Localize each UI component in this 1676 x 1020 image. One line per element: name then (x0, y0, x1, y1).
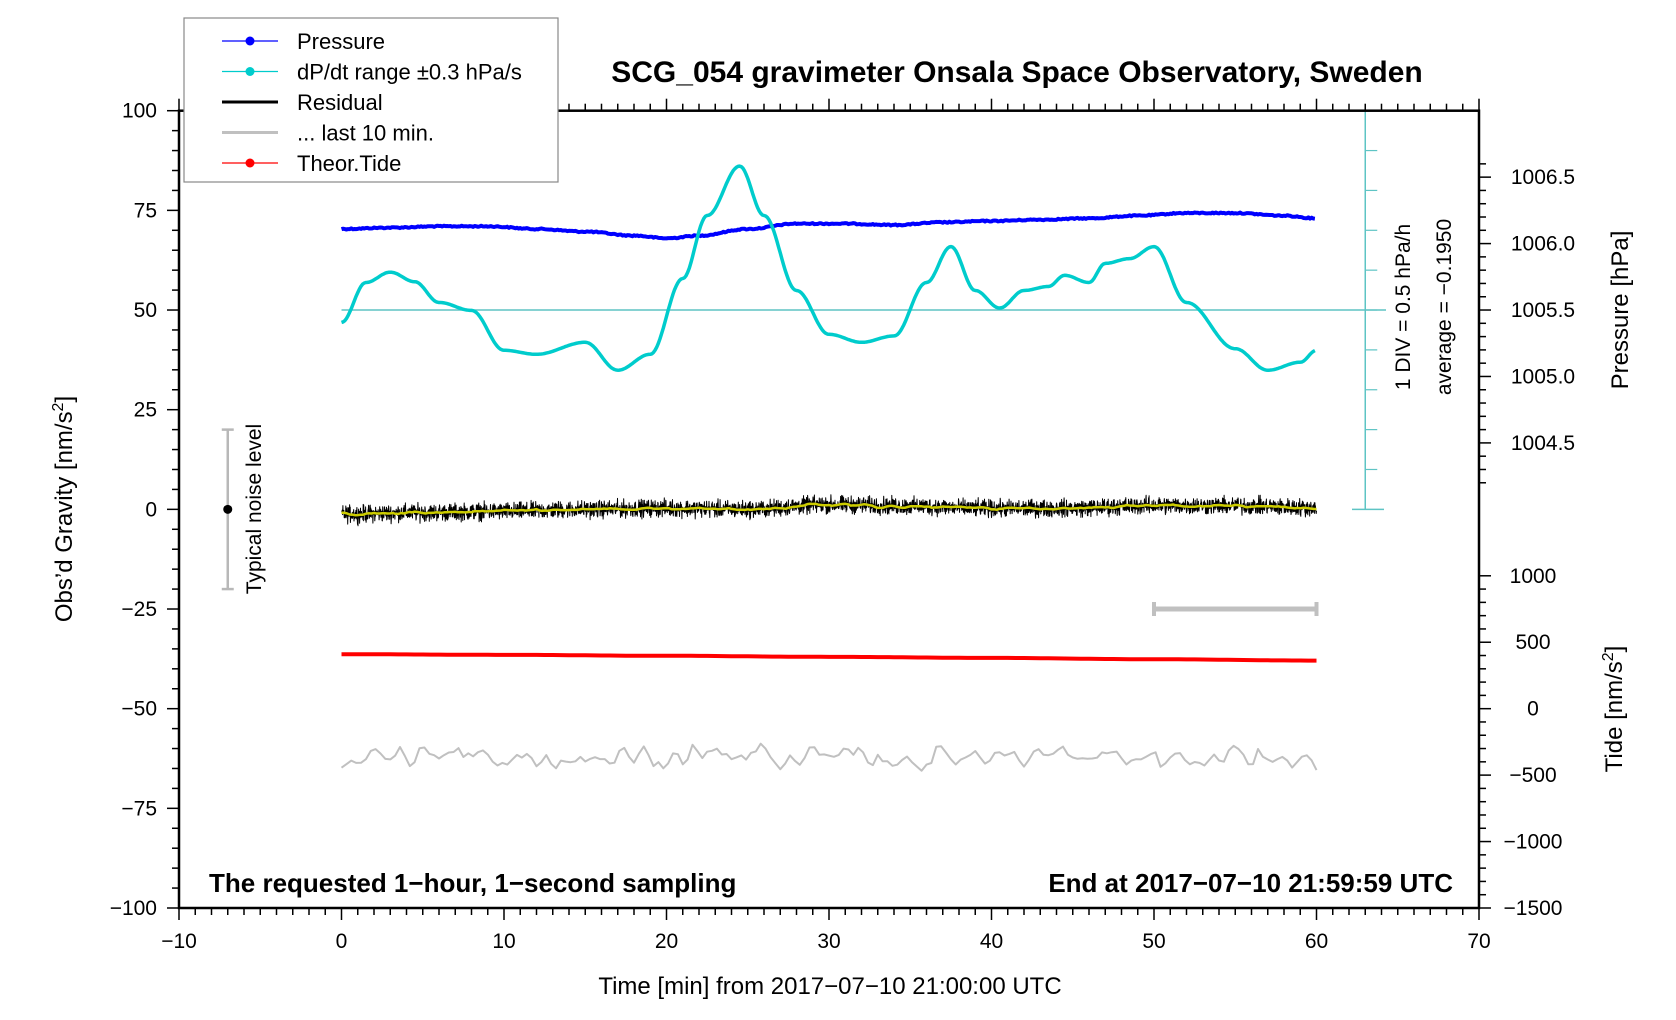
y-tick-label: 25 (134, 399, 157, 422)
y-tick-label: 0 (145, 498, 157, 521)
noise-bar-center-dot (223, 504, 233, 514)
plot-frame (177, 109, 1481, 910)
tide-tick-label: 0 (1527, 698, 1539, 721)
y-tick-label: 75 (134, 199, 157, 222)
y-tick-label: −25 (121, 598, 157, 621)
chart-title: SCG_054 gravimeter Onsala Space Observat… (611, 56, 1423, 89)
y-tick-label: 100 (122, 100, 157, 123)
legend-label: ... last 10 min. (297, 121, 434, 146)
x-tick-label: −10 (161, 930, 197, 953)
sampling-note: The requested 1−hour, 1−second sampling (209, 868, 736, 898)
y-tick-label: −100 (110, 897, 157, 920)
tide-axis-label: Tide [nm/s2] (1600, 646, 1628, 773)
tide-tick-label: 1000 (1510, 565, 1557, 588)
pressure-tick-label: 1005.0 (1511, 365, 1575, 388)
legend-label: Residual (297, 90, 383, 115)
x-tick-label: 30 (817, 930, 840, 953)
pressure-tick-label: 1006.5 (1511, 166, 1575, 189)
pressure-tick-label: 1006.0 (1511, 233, 1575, 256)
tide-tick-label: 500 (1515, 631, 1550, 654)
y-tick-label: −50 (121, 698, 157, 721)
average-note: average = −0.1950 (1433, 219, 1456, 395)
last-10-min-line (340, 742, 1318, 772)
legend: Pressure dP/dt range ±0.3 hPa/s Residual..… (183, 17, 559, 183)
tide-tick-label: −1500 (1504, 897, 1563, 920)
x-tick-label: 0 (336, 930, 348, 953)
pressure-tick-label: 1005.5 (1511, 299, 1575, 322)
legend-swatch-marker (245, 36, 255, 46)
pressure-axis-label: Pressure [hPa] (1607, 231, 1634, 390)
legend-swatch-marker (245, 67, 255, 76)
x-tick-label: 50 (1142, 930, 1165, 953)
pressure-tick-label: 1004.5 (1511, 432, 1575, 455)
legend-label: dP/dt range ±0.3 hPa/s (297, 60, 522, 85)
y-tick-label: −75 (121, 797, 157, 820)
x-tick-label: 60 (1305, 930, 1328, 953)
end-time-note: End at 2017−07−10 21:59:59 UTC (1048, 868, 1453, 898)
y-axis-label: Obs’d Gravity [nm/s2] (50, 396, 78, 622)
dpdt-line (340, 164, 1316, 372)
x-tick-label: 70 (1467, 930, 1490, 953)
tide-tick-label: −1000 (1504, 831, 1563, 854)
axis-ticks: −10 0 10 20 30 40 50 60 701007550250−25−50−75−10… (110, 98, 1575, 953)
residual-smoothed-line (341, 502, 1317, 517)
noise-level-label: Typical noise level (243, 424, 266, 594)
series-layer (221, 109, 1386, 772)
legend-swatch-marker (245, 158, 255, 168)
legend-label: Theor.Tide (297, 151, 401, 176)
tide-tick-label: −500 (1509, 764, 1556, 787)
x-tick-label: 40 (980, 930, 1003, 953)
x-tick-label: 10 (492, 930, 515, 953)
legend-label: Pressure (297, 29, 385, 54)
x-axis-label: Time [min] from 2017−07−10 21:00:00 UTC (598, 973, 1061, 1000)
y-tick-label: 50 (134, 299, 157, 322)
x-tick-label: 20 (655, 930, 678, 953)
div-note: 1 DIV = 0.5 hPa/h (1392, 224, 1415, 390)
legend-box (183, 17, 559, 183)
tide-line (341, 652, 1317, 663)
pressure-line (340, 210, 1316, 241)
